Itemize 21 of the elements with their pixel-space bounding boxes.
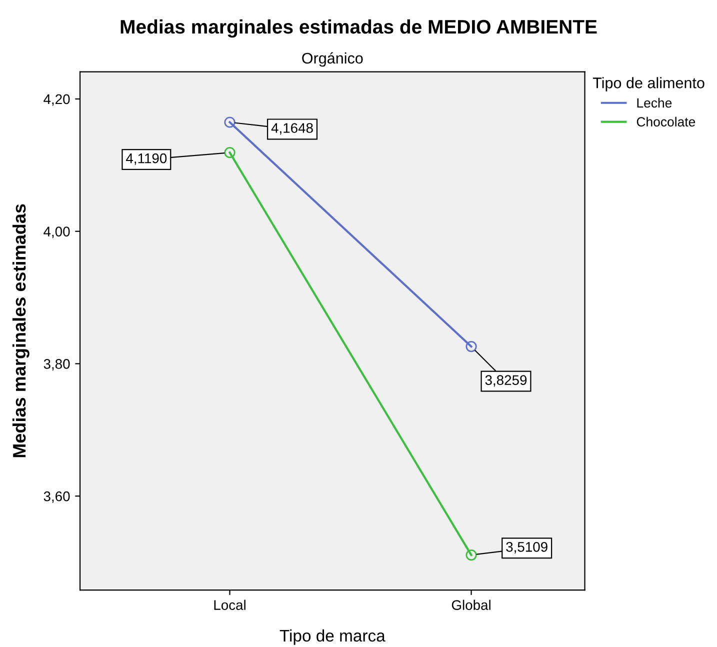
data-label: 3,5109	[506, 542, 548, 554]
point	[466, 549, 477, 561]
x-tick-label: Local	[214, 600, 246, 610]
legend-label: Leche	[637, 98, 672, 108]
chart-title: Medias marginales estimadas de MEDIO AMBIENTE	[120, 19, 597, 38]
y-tick-label: 3,80	[44, 359, 70, 371]
point	[466, 341, 477, 352]
chart-subtitle: Orgánico	[302, 52, 363, 67]
y-tick-label: 4,00	[44, 226, 70, 238]
y-tick-label: 4,20	[44, 94, 70, 106]
x-axis-title: Tipo de marca	[280, 629, 386, 645]
y-tick-label: 3,60	[44, 491, 70, 503]
legend-label: Chocolate	[636, 116, 696, 127]
point	[224, 147, 236, 158]
y-axis-title: Medias marginales estimadas	[12, 204, 30, 458]
x-tick-label: Global	[452, 600, 490, 610]
data-label: 4,1648	[271, 123, 313, 135]
data-label: 3,8259	[485, 375, 527, 387]
point	[224, 116, 236, 128]
data-label: 4,1190	[126, 153, 167, 165]
legend-title: Tipo de alimento	[592, 77, 704, 92]
